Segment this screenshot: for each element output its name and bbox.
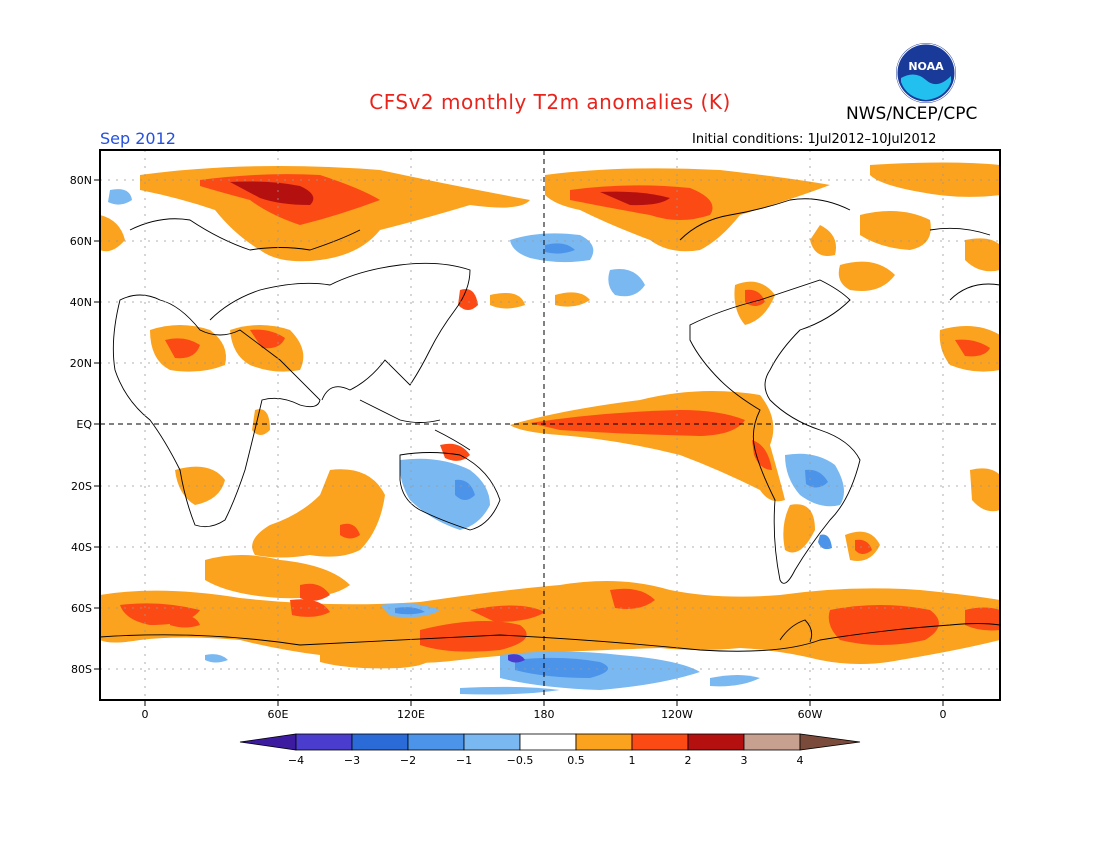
colorbar-swatch [519, 733, 577, 751]
map-title: CFSv2 monthly T2m anomalies (K) [369, 90, 731, 114]
lat-label-20n: 20N [70, 357, 92, 370]
agency-label: NWS/NCEP/CPC [846, 104, 978, 124]
forecast-period: Sep 2012 [100, 129, 176, 148]
colorbar-label: −0.5 [507, 754, 534, 767]
colorbar-swatch [631, 733, 689, 751]
colorbar-swatch [743, 733, 801, 751]
colorbar [239, 733, 861, 751]
lat-label-eq: EQ [76, 418, 92, 431]
noaa-logo-icon: NOAA [896, 43, 956, 103]
colorbar-swatch [463, 733, 521, 751]
colorbar-swatch [575, 733, 633, 751]
colorbar-swatch [407, 733, 465, 751]
colorbar-left-arrow [239, 733, 297, 751]
colorbar-swatch [687, 733, 745, 751]
svg-text:NOAA: NOAA [908, 60, 944, 73]
lat-label-80n: 80N [70, 174, 92, 187]
lon-label-0-east: 0 [940, 708, 947, 721]
graticule [100, 150, 1000, 700]
initial-conditions: Initial conditions: 1Jul2012–10Jul2012 [692, 132, 937, 147]
colorbar-label: 1 [629, 754, 636, 767]
lon-label-180: 180 [534, 708, 555, 721]
colorbar-label: 2 [685, 754, 692, 767]
colorbar-label: 4 [797, 754, 804, 767]
map-frame [99, 149, 1001, 701]
reference-lines [100, 150, 1000, 700]
lon-label-120e: 120E [397, 708, 425, 721]
lat-label-80s: 80S [71, 663, 92, 676]
lat-label-60n: 60N [70, 235, 92, 248]
lon-label-60w: 60W [798, 708, 823, 721]
colorbar-right-arrow [799, 733, 861, 751]
lat-label-40s: 40S [71, 541, 92, 554]
lon-label-120w: 120W [661, 708, 693, 721]
colorbar-label: −4 [288, 754, 304, 767]
lon-label-0: 0 [142, 708, 149, 721]
colorbar-label: 0.5 [567, 754, 585, 767]
lat-label-60s: 60S [71, 602, 92, 615]
colorbar-label: 3 [741, 754, 748, 767]
colorbar-label: −1 [456, 754, 472, 767]
colorbar-label: −2 [400, 754, 416, 767]
lat-label-20s: 20S [71, 480, 92, 493]
colorbar-swatch [295, 733, 353, 751]
coastlines [100, 198, 1000, 652]
colorbar-swatch [351, 733, 409, 751]
lat-label-40n: 40N [70, 296, 92, 309]
lon-label-60e: 60E [268, 708, 289, 721]
colorbar-label: −3 [344, 754, 360, 767]
anomaly-shading [100, 150, 1000, 700]
